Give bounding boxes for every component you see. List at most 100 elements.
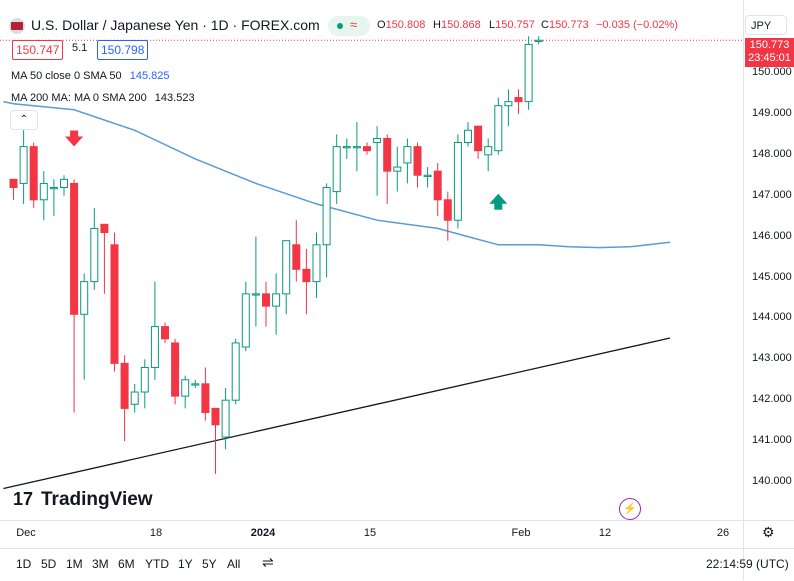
candle-down: [302, 268, 311, 283]
candle-down: [433, 170, 442, 201]
range-5d-button[interactable]: 5D: [41, 557, 57, 571]
price-chart[interactable]: [0, 0, 744, 520]
tradingview-watermark: 17 TradingView: [13, 489, 153, 510]
buy-button[interactable]: 150.798: [97, 40, 149, 60]
candle-up: [181, 379, 190, 397]
collapse-legend-button[interactable]: ⌃: [10, 110, 38, 130]
candle-up: [231, 342, 240, 401]
range-1m-button[interactable]: 1M: [66, 557, 83, 571]
candle-up: [423, 174, 432, 177]
candle-up: [80, 281, 89, 315]
price-tick-label: 141.000: [752, 434, 792, 447]
range-6m-button[interactable]: 6M: [118, 557, 135, 571]
candle-up: [494, 105, 503, 152]
candle-down: [383, 137, 392, 172]
range-1d-button[interactable]: 1D: [16, 557, 32, 571]
price-tick-label: 148.000: [752, 147, 792, 160]
candle-up: [453, 142, 462, 221]
candle-down: [262, 293, 270, 307]
candle-up: [464, 129, 472, 144]
candle-up: [332, 146, 341, 193]
candle-up: [251, 293, 260, 296]
market-open-icon: [337, 23, 343, 29]
candle-up: [393, 166, 402, 172]
candle-down: [29, 146, 38, 201]
time-tick-label: 18: [149, 527, 163, 539]
sell-signal-arrow-icon: [65, 130, 84, 147]
candle-up: [191, 383, 200, 386]
currency-selector[interactable]: JPY: [745, 15, 787, 35]
candle-up: [221, 399, 230, 438]
candle-down: [474, 125, 483, 152]
price-tick-label: 145.000: [752, 270, 792, 283]
ma200-label: MA 200 MA: MA 0 SMA 200: [11, 92, 147, 104]
candle-down: [171, 342, 180, 397]
bottom-toolbar: [0, 548, 794, 581]
date-range-icon[interactable]: ⇌: [262, 554, 274, 570]
time-tick-label: Dec: [16, 527, 36, 539]
candle-up: [352, 146, 361, 149]
price-tick-label: 143.000: [752, 352, 792, 365]
buy-signal-arrow-icon: [489, 193, 508, 210]
candle-up: [534, 39, 543, 42]
sell-button[interactable]: 150.747: [12, 40, 64, 60]
candle-up: [241, 293, 250, 348]
candle-down: [201, 383, 210, 413]
ma50-legend[interactable]: MA 50 close 0 SMA 50 145.825: [11, 70, 170, 82]
range-ytd-button[interactable]: YTD: [145, 557, 169, 571]
candle-down: [161, 326, 169, 340]
clock[interactable]: 22:14:59 (UTC): [706, 557, 789, 571]
candle-up: [403, 146, 412, 164]
symbol-title[interactable]: U.S. Dollar / Japanese Yen · 1D · FOREX.…: [31, 17, 320, 33]
candle-up: [19, 146, 28, 184]
candle-up: [39, 182, 48, 201]
settings-gear-icon[interactable]: ⚙: [762, 524, 775, 540]
chevron-up-icon: ⌃: [19, 114, 29, 125]
price-tick-label: 150.000: [752, 66, 792, 78]
time-tick-label: Feb: [511, 527, 531, 539]
ohlc-high: H150.868: [433, 19, 481, 31]
candle-up: [322, 187, 331, 246]
candle-down: [110, 244, 119, 364]
candle-down: [211, 407, 220, 426]
candle-up: [504, 101, 513, 107]
ma200-value: 143.523: [154, 92, 195, 104]
candle-up: [150, 326, 159, 368]
last-price-tag: 150.773 23:45:01: [745, 38, 794, 67]
usd-flag-icon: [9, 18, 25, 34]
candle-down: [413, 146, 422, 176]
last-price: 150.773: [749, 39, 790, 51]
price-tick-label: 144.000: [752, 311, 792, 324]
candle-up: [312, 244, 321, 283]
price-tick-label: 142.000: [752, 393, 792, 406]
ohlc-open: O150.808: [377, 19, 426, 31]
price-tick-label: 146.000: [752, 229, 792, 242]
bolt-icon[interactable]: ⚡: [619, 498, 641, 520]
range-1y-button[interactable]: 1Y: [178, 557, 193, 571]
candle-down: [292, 244, 301, 270]
range-3m-button[interactable]: 3M: [92, 557, 109, 571]
candle-up: [373, 137, 382, 144]
price-axis-separator: [743, 0, 744, 580]
time-axis[interactable]: [0, 520, 794, 545]
range-all-button[interactable]: All: [227, 557, 241, 571]
market-status-pill[interactable]: ≈: [328, 16, 370, 36]
candle-down: [100, 223, 109, 234]
candle-down: [363, 146, 371, 152]
candle-down: [514, 97, 523, 103]
ma50-line: [3, 100, 671, 249]
ma200-legend[interactable]: MA 200 MA: MA 0 SMA 200 143.523: [11, 92, 195, 104]
candle-down: [120, 362, 129, 409]
candle-down: [443, 199, 452, 221]
ohlc-change: −0.035 (−0.02%): [596, 19, 678, 31]
candle-up: [484, 146, 493, 156]
candle-up: [282, 240, 291, 295]
price-tick-label: 147.000: [752, 188, 792, 201]
time-tick-label: 12: [598, 527, 612, 539]
range-5y-button[interactable]: 5Y: [202, 557, 217, 571]
candle-up: [272, 293, 281, 307]
price-tick-label: 140.000: [752, 475, 792, 487]
tradingview-logo-icon: 17: [13, 489, 34, 509]
candle-up: [342, 146, 351, 149]
time-tick-label: 15: [363, 527, 377, 539]
